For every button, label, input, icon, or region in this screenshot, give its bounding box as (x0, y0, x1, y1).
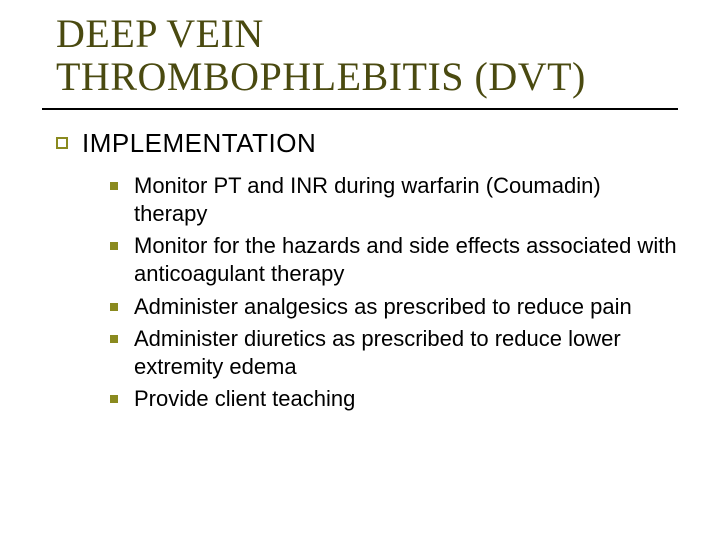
slide: DEEP VEIN THROMBOPHLEBITIS (DVT) IMPLEME… (0, 0, 720, 540)
section-heading: IMPLEMENTATION (82, 128, 316, 159)
list-item-text: Administer diuretics as prescribed to re… (134, 325, 680, 381)
square-bullet-icon (110, 242, 118, 250)
square-bullet-icon (110, 335, 118, 343)
square-bullet-icon (110, 303, 118, 311)
list-item: Monitor PT and INR during warfarin (Coum… (110, 172, 680, 228)
list-item: Administer diuretics as prescribed to re… (110, 325, 680, 381)
hollow-square-bullet-icon (56, 137, 68, 149)
square-bullet-icon (110, 395, 118, 403)
list-item-text: Administer analgesics as prescribed to r… (134, 293, 632, 321)
list-item: Administer analgesics as prescribed to r… (110, 293, 680, 321)
section-row: IMPLEMENTATION (56, 128, 676, 159)
list-item-text: Monitor PT and INR during warfarin (Coum… (134, 172, 680, 228)
list-item-text: Provide client teaching (134, 385, 355, 413)
list-item: Provide client teaching (110, 385, 680, 413)
list-item-text: Monitor for the hazards and side effects… (134, 232, 680, 288)
section-block: IMPLEMENTATION (56, 128, 676, 159)
title-underline (42, 108, 678, 110)
slide-title: DEEP VEIN THROMBOPHLEBITIS (DVT) (56, 12, 676, 98)
item-list: Monitor PT and INR during warfarin (Coum… (110, 172, 680, 417)
list-item: Monitor for the hazards and side effects… (110, 232, 680, 288)
square-bullet-icon (110, 182, 118, 190)
